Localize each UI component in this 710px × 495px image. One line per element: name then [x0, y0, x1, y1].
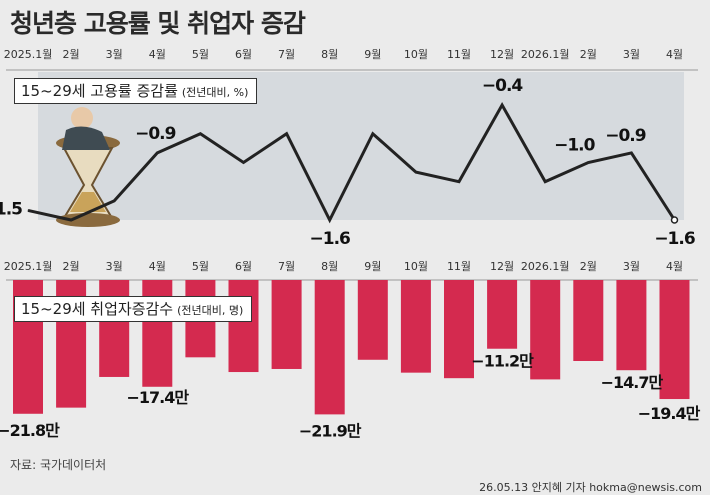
x-tick-label: 3월	[623, 48, 640, 61]
line-chart-title: 15~29세 고용률 증감률	[21, 82, 178, 100]
data-label: −11.2만	[471, 352, 534, 371]
bar-chart-title-box: 15~29세 취업자증감수 (전년대비, 명)	[14, 296, 252, 322]
x-tick-label: 4월	[149, 48, 166, 61]
bar	[616, 280, 646, 370]
x-tick-label: 2025.1월	[4, 48, 53, 61]
x-tick-label: 6월	[235, 48, 252, 61]
bar	[444, 280, 474, 378]
x-tick-label: 4월	[666, 48, 683, 61]
bar	[660, 280, 690, 399]
data-label: −19.4만	[638, 404, 701, 423]
x-tick-label: 4월	[149, 260, 166, 273]
x-tick-label: 4월	[666, 260, 683, 273]
x-tick-label: 7월	[278, 48, 295, 61]
line-chart-unit: (전년대비, %)	[182, 86, 249, 99]
x-tick-label: 3월	[106, 260, 123, 273]
data-label: −21.9만	[299, 421, 362, 440]
x-tick-label: 2026.1월	[521, 260, 570, 273]
bar	[573, 280, 603, 361]
bar	[530, 280, 560, 379]
data-label: −0.9	[135, 124, 176, 144]
data-label: −21.8만	[0, 421, 60, 440]
x-tick-label: 11월	[447, 260, 471, 273]
x-tick-label: 3월	[106, 48, 123, 61]
x-tick-label: 2월	[580, 48, 597, 61]
figure-head	[71, 107, 93, 129]
data-label: −14.7만	[601, 373, 664, 392]
x-tick-label: 6월	[235, 260, 252, 273]
data-label: −0.4	[482, 76, 524, 96]
x-tick-label: 9월	[364, 48, 381, 61]
data-label: −1.5	[0, 199, 22, 219]
bar	[401, 280, 431, 373]
data-point	[672, 217, 678, 223]
data-label: −0.9	[605, 126, 646, 146]
bar	[272, 280, 302, 369]
x-tick-label: 10월	[404, 48, 428, 61]
x-tick-label: 2월	[63, 260, 80, 273]
x-tick-label: 5월	[192, 48, 209, 61]
x-tick-label: 2월	[580, 260, 597, 273]
data-label: −1.0	[554, 136, 596, 156]
x-tick-label: 12월	[490, 260, 514, 273]
x-tick-label: 12월	[490, 48, 514, 61]
x-tick-label: 2월	[63, 48, 80, 61]
credit-line: 26.05.13 안지혜 기자 hokma@newsis.com	[479, 479, 702, 495]
data-label: −1.6	[654, 229, 695, 249]
x-tick-label: 2025.1월	[4, 260, 53, 273]
x-tick-label: 9월	[364, 260, 381, 273]
x-tick-label: 2026.1월	[521, 48, 570, 61]
bar-chart-title: 15~29세 취업자증감수	[21, 300, 173, 318]
x-tick-label: 11월	[447, 48, 471, 61]
data-label: −17.4만	[126, 388, 189, 407]
data-label: −1.6	[310, 229, 351, 249]
page-title: 청년층 고용률 및 취업자 증감	[10, 4, 305, 40]
x-tick-label: 5월	[192, 260, 209, 273]
bar	[487, 280, 517, 349]
source-note: 자료: 국가데이터처	[10, 456, 106, 473]
bar	[99, 280, 129, 377]
x-tick-label: 3월	[623, 260, 640, 273]
bar	[315, 280, 345, 414]
bar	[229, 280, 259, 372]
bar-chart-unit: (전년대비, 명)	[177, 304, 243, 317]
line-chart-title-box: 15~29세 고용률 증감률 (전년대비, %)	[14, 78, 257, 104]
bar	[358, 280, 388, 360]
x-tick-label: 10월	[404, 260, 428, 273]
x-tick-label: 8월	[321, 260, 338, 273]
x-tick-label: 7월	[278, 260, 295, 273]
x-tick-label: 8월	[321, 48, 338, 61]
